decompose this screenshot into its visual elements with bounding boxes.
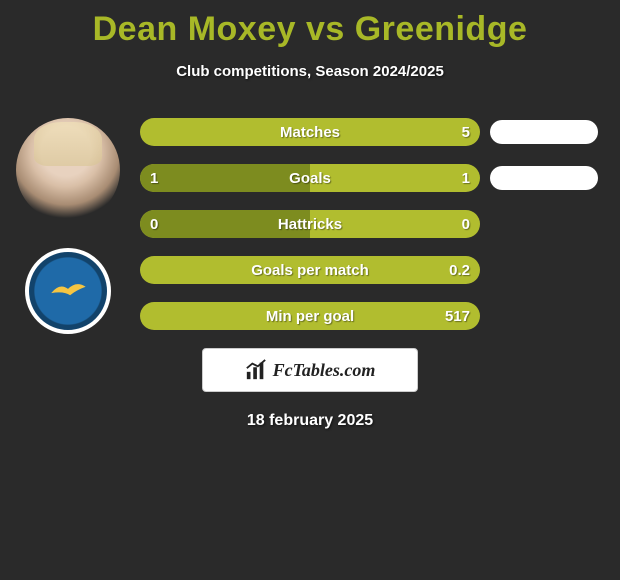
player-photo: [16, 118, 120, 222]
stat-value-right: 5: [462, 118, 470, 146]
stat-row: Goals11: [140, 164, 480, 192]
left-avatar-column: [8, 118, 128, 334]
right-pill: [490, 166, 598, 190]
page-subtitle: Club competitions, Season 2024/2025: [0, 63, 620, 80]
chart-icon: [245, 359, 267, 381]
stat-value-right: 1: [462, 164, 470, 192]
stat-bar-track: Goals per match0.2: [140, 256, 480, 284]
stat-row: Min per goal517: [140, 302, 480, 330]
stat-bar-track: Hattricks00: [140, 210, 480, 238]
stat-bar-fill-left: [140, 210, 310, 238]
stat-value-right: 517: [445, 302, 470, 330]
stat-bar-track: Goals11: [140, 164, 480, 192]
stat-row: Matches5: [140, 118, 480, 146]
stat-row: Goals per match0.2: [140, 256, 480, 284]
gull-icon: [47, 270, 89, 312]
stat-row: Hattricks00: [140, 210, 480, 238]
stat-value-right: 0.2: [449, 256, 470, 284]
brand-text: FcTables.com: [273, 360, 376, 381]
stat-bar-label: Goals per match: [140, 256, 480, 284]
stat-bar-fill-left: [140, 164, 310, 192]
stat-value-left: 1: [150, 164, 158, 192]
club-badge: [25, 248, 111, 334]
stat-bar-track: Min per goal517: [140, 302, 480, 330]
brand-box: FcTables.com: [202, 348, 418, 392]
stat-value-right: 0: [462, 210, 470, 238]
date-line: 18 february 2025: [0, 412, 620, 430]
stat-value-left: 0: [150, 210, 158, 238]
stat-bar-label: Min per goal: [140, 302, 480, 330]
page-title: Dean Moxey vs Greenidge: [0, 0, 620, 49]
right-pill: [490, 120, 598, 144]
stat-bars: Matches5Goals11Hattricks00Goals per matc…: [140, 118, 480, 330]
stat-bar-label: Matches: [140, 118, 480, 146]
stat-bar-track: Matches5: [140, 118, 480, 146]
content-area: Matches5Goals11Hattricks00Goals per matc…: [0, 118, 620, 330]
